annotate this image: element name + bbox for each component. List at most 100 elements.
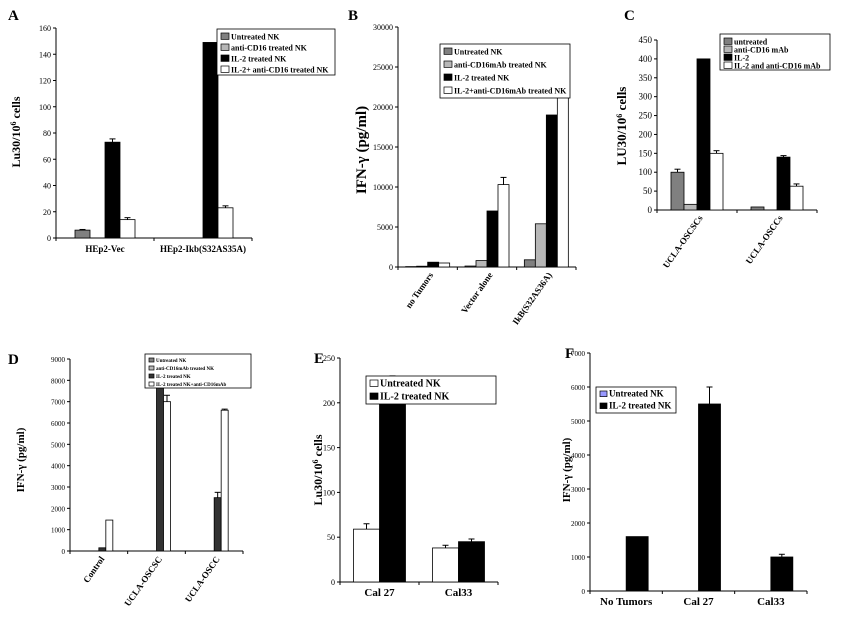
panel-c-legend-label: IL-2 and anti-CD16 mAb xyxy=(734,61,821,70)
panel-f-legend-label: IL-2 treated NK xyxy=(609,401,671,411)
panel-c-y-tick-label: 100 xyxy=(639,167,653,177)
panel-f-legend-label: Untreated NK xyxy=(609,389,664,399)
panel-b-bar xyxy=(497,184,510,268)
panel-e-bar xyxy=(353,528,380,583)
panel-d-y-tick-label: 6000 xyxy=(51,420,66,428)
panel-c-bar xyxy=(696,58,711,211)
panel-c-y-axis-title: LU30/106 cells xyxy=(614,87,629,166)
panel-b-legend-label: Untreated NK xyxy=(454,47,503,56)
panel-b-y-tick-label: 10000 xyxy=(373,183,393,192)
panel-c-label: C xyxy=(624,8,635,24)
panel-d-legend-swatch xyxy=(148,373,155,379)
panel-d-y-tick-label: 9000 xyxy=(51,356,66,364)
panel-f-y-tick-label: 0 xyxy=(582,588,586,596)
panel-b-legend-box xyxy=(439,43,571,99)
panel-a-legend-swatch xyxy=(220,43,230,51)
panel-f-y-tick-label: 4000 xyxy=(571,452,586,460)
panel-c-bar xyxy=(789,185,804,211)
panel-c-bar xyxy=(776,156,791,211)
panel-c-bar xyxy=(750,206,765,211)
panel-d-y-tick-label: 1000 xyxy=(51,527,66,535)
panel-d-bar xyxy=(220,409,229,552)
panel-e-legend-label: IL-2 treated NK xyxy=(380,391,449,402)
panel-d-y-tick-label: 8000 xyxy=(51,377,66,385)
panel-a-y-axis-title: Lu30/106 cells xyxy=(9,96,24,167)
panel-e-y-tick-label: 250 xyxy=(323,354,335,363)
panel-b-y-tick-label: 30000 xyxy=(373,23,393,32)
panel-b-legend-swatch xyxy=(443,60,453,68)
panel-b-y-tick-label: 0 xyxy=(389,263,393,272)
panel-c-legend-swatch xyxy=(723,53,733,61)
panel-d-bar xyxy=(105,519,114,552)
chart-panel-f: F 0 1000 2000 3000 4000 5000 6000 7000 IFN-γ (pg/… xyxy=(561,346,808,608)
panel-d-bar xyxy=(163,401,171,552)
panel-b-bar xyxy=(534,223,547,268)
panel-f-y-tick-label: 1000 xyxy=(571,554,586,562)
panel-e-legend-box xyxy=(365,375,497,405)
panel-a-legend-swatch xyxy=(220,54,230,62)
panel-a-legend-box xyxy=(216,28,336,76)
panel-c-bar xyxy=(670,171,685,211)
panel-f-y-tick-label: 3000 xyxy=(571,486,586,494)
panel-a-legend-label: anti-CD16 treated NK xyxy=(231,43,308,52)
panel-c-legend-box xyxy=(719,33,831,71)
panel-b-bar xyxy=(545,114,558,268)
panel-d-y-tick-label: 3000 xyxy=(51,484,66,492)
panel-d-y-tick-label: 4000 xyxy=(51,463,66,471)
panel-d-legend-swatch xyxy=(148,365,155,371)
panel-b-legend-swatch xyxy=(443,73,453,81)
panel-f-category-label: No Tumors xyxy=(600,596,653,608)
panel-d-bar xyxy=(156,387,164,552)
panel-c-y-tick-label: 150 xyxy=(639,148,653,158)
panel-c-y-tick-label: 400 xyxy=(639,54,653,64)
panel-a-category-label: HEp2-Vec xyxy=(85,244,124,254)
panel-a-bar xyxy=(217,207,234,239)
panel-c-legend-label: IL-2 xyxy=(734,53,749,62)
panel-d-bar xyxy=(213,497,222,552)
panel-b-bar xyxy=(464,265,477,268)
panel-b-category-label: IkB(S32AS36A) xyxy=(510,270,553,326)
panel-f-bar xyxy=(698,403,721,592)
panel-f-y-tick-label: 6000 xyxy=(571,384,586,392)
panel-b-y-tick-label: 25000 xyxy=(373,63,393,72)
panel-e-y-tick-label: 150 xyxy=(323,444,335,453)
panel-d-legend-label: Untreated NK xyxy=(156,359,186,364)
panel-b-legend-label: IL-2 treated NK xyxy=(454,73,510,82)
panel-d-legend-label: anti-CD16mAb treated NK xyxy=(156,367,214,372)
panel-e-y-tick-label: 0 xyxy=(331,578,335,587)
panel-a-y-tick-label: 120 xyxy=(39,77,51,86)
panel-c-y-tick-label: 450 xyxy=(639,35,653,45)
chart-panel-e: E 0 50 100 150 200 250 Lu30/106 cells Cal 27 Cal3… xyxy=(311,351,499,599)
panel-c-category-label: UCLA-OSCCs xyxy=(744,213,785,266)
panel-b-bar xyxy=(416,265,429,268)
panel-c-legend-swatch xyxy=(723,45,733,53)
panel-b-bar xyxy=(427,261,440,268)
panel-a-label: A xyxy=(8,8,19,24)
panel-e-label: E xyxy=(314,351,324,367)
panel-e-y-axis-title: Lu30/106 cells xyxy=(311,434,326,505)
panel-b-bar xyxy=(438,262,451,268)
panel-f-legend-swatch xyxy=(599,402,608,409)
panel-c-category-label: UCLA-OSCSCs xyxy=(661,213,705,270)
chart-panel-d: D 0 1000 2000 3000 4000 5000 6000 7000 8000 9000 IF… xyxy=(8,352,252,608)
panel-d-legend-swatch xyxy=(148,381,155,387)
panel-d-label: D xyxy=(8,352,19,368)
panel-d-legend-label: IL-2 treated NK xyxy=(156,375,191,380)
panel-c-legend-swatch xyxy=(723,37,733,45)
panel-b-legend-label: IL-2+anti-CD16mAb treated NK xyxy=(454,86,567,95)
panel-b-y-tick-label: 20000 xyxy=(373,103,393,112)
panel-a-y-tick-label: 0 xyxy=(47,234,51,243)
panel-e-legend-swatch xyxy=(369,392,379,400)
panel-c-legend-swatch xyxy=(723,61,733,69)
chart-panel-a: A 0 20 40 60 80 100 120 140 160 Lu30/106 cells HEp2… xyxy=(8,8,336,254)
panel-b-y-tick-label: 5000 xyxy=(377,223,393,232)
panel-c-y-tick-label: 350 xyxy=(639,73,653,83)
panel-b-legend-swatch xyxy=(443,47,453,55)
panel-d-legend-box xyxy=(144,353,252,389)
panel-f-category-label: Cal33 xyxy=(757,596,785,608)
panel-b-legend-swatch xyxy=(443,86,453,94)
panel-f-y-axis-title: IFN-γ (pg/ml) xyxy=(561,437,573,502)
panel-b-label: B xyxy=(348,8,358,24)
panel-b-y-tick-label: 15000 xyxy=(373,143,393,152)
